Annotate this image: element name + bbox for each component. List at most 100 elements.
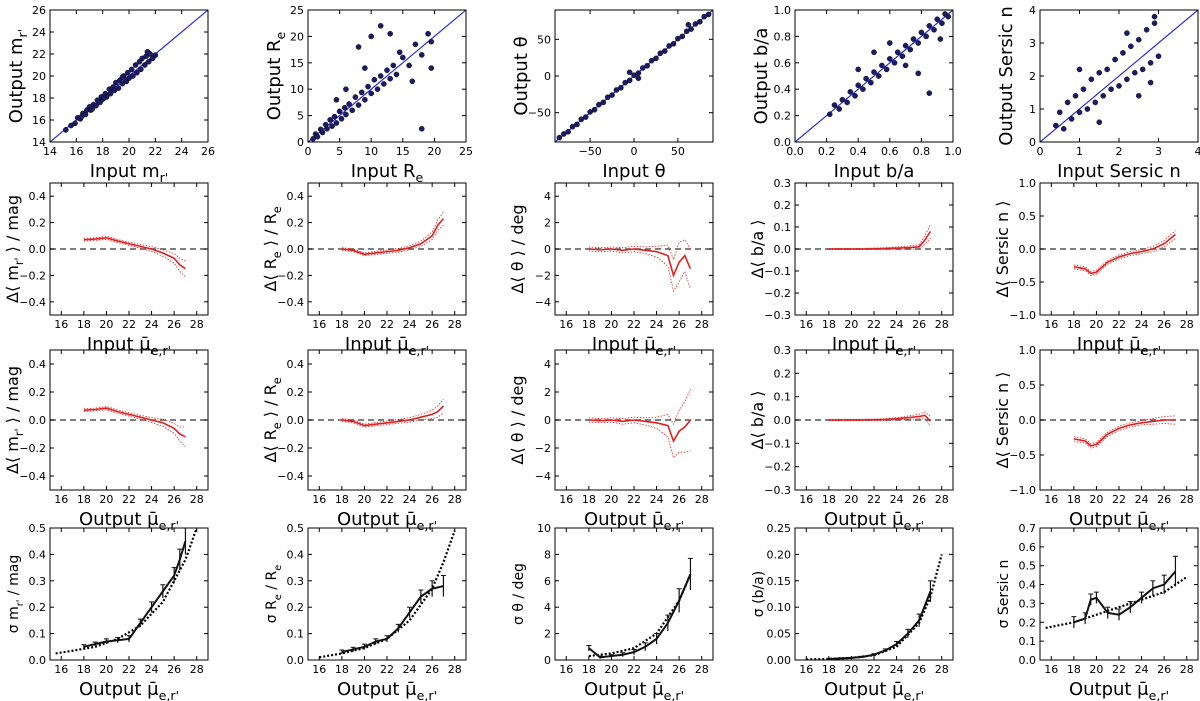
x-tick-label: 0.4: [849, 145, 867, 158]
data-point: [1143, 26, 1150, 33]
data-point: [887, 56, 893, 62]
x-tick-label: 20: [604, 663, 618, 676]
x-tick-label: 26: [672, 493, 686, 506]
y-tick-label: −0.4: [19, 470, 46, 483]
x-tick-label: 20: [357, 493, 371, 506]
plot-area: [319, 530, 456, 659]
data-point: [1147, 79, 1154, 86]
plot-area: [308, 398, 466, 428]
y-tick-label: 0.25: [767, 522, 792, 535]
y-axis-label: Δ⟨ Re ⟩ / Re: [261, 377, 284, 462]
x-tick-label: 24: [175, 145, 189, 158]
data-point: [393, 71, 400, 78]
data-point: [1151, 20, 1158, 27]
x-tick-label: 26: [167, 663, 181, 676]
x-tick-label: 16: [312, 318, 326, 331]
data-point: [852, 93, 858, 99]
panel-r3c4: 16 18 20 22 24 26 28−0.3−0.2−0.10.00.10.20.3Ou…: [748, 344, 954, 533]
y-tick-label: 0.4: [29, 548, 47, 561]
data-point: [365, 83, 371, 90]
data-point: [428, 65, 435, 71]
x-tick-label: 22: [380, 663, 394, 676]
data-point: [1124, 30, 1130, 36]
data-point: [1076, 66, 1083, 73]
x-axis-label: Input μ̄e,r': [87, 334, 171, 358]
x-tick-label: 16: [559, 318, 573, 331]
x-tick-label: 16: [799, 493, 813, 506]
lower-spread-line: [341, 224, 444, 257]
data-point: [923, 33, 929, 40]
x-tick-label: 22: [867, 663, 881, 676]
y-tick-label: −0.5: [1009, 276, 1036, 289]
data-point: [93, 102, 99, 109]
data-point: [574, 121, 580, 128]
data-point: [349, 107, 356, 114]
data-point: [648, 57, 655, 64]
y-axis-label: Output Sersic n: [996, 6, 1017, 146]
x-tick-label: 16: [1044, 318, 1058, 331]
data-point: [115, 85, 122, 91]
data-point: [319, 129, 326, 136]
x-tick-label: 0.6: [881, 145, 899, 158]
data-point: [1104, 66, 1110, 73]
x-tick-label: 10: [364, 145, 378, 158]
data-point: [661, 48, 668, 54]
x-tick-label: 24: [890, 493, 904, 506]
data-point: [836, 106, 843, 112]
x-axis-label: Input μ̄e,r': [832, 334, 916, 358]
data-point: [926, 23, 933, 29]
data-point: [1053, 122, 1059, 129]
fit-line: [55, 528, 198, 655]
upper-spread-line: [83, 235, 186, 262]
y-axis-label: Output θ: [511, 36, 532, 115]
panel-r1c1: 14 16 18 20 22 24 26 14 16 18 20 22 24 26 Input mr' Out…: [6, 4, 215, 185]
data-point: [412, 41, 419, 48]
x-tick-label: 26: [912, 318, 926, 331]
x-tick-label: 24: [403, 493, 417, 506]
x-axis-label: Input θ: [602, 161, 665, 182]
x-tick-label: 18: [335, 318, 349, 331]
y-tick-label: 0.05: [767, 628, 792, 641]
data-point: [891, 60, 898, 66]
y-tick-label: 2: [1029, 70, 1036, 83]
x-tick-label: 22: [380, 493, 394, 506]
y-tick-label: 1.0: [1019, 177, 1037, 190]
upper-spread-line: [83, 406, 186, 428]
data-point: [343, 86, 349, 92]
data-point: [141, 62, 148, 68]
y-tick-label: 1: [1029, 103, 1036, 116]
data-point: [1064, 99, 1071, 106]
y-tick-label: 0.3: [774, 344, 792, 357]
sigma-line: [341, 585, 444, 654]
data-point: [1135, 36, 1142, 43]
data-point: [387, 75, 393, 82]
y-tick-label: 4: [544, 190, 551, 203]
data-point: [362, 96, 368, 103]
x-tick-label: 18: [335, 493, 349, 506]
y-tick-label: −0.2: [277, 442, 304, 455]
x-tick-label: 28: [935, 493, 949, 506]
y-tick-label: 0.0: [287, 243, 305, 256]
data-point: [631, 72, 637, 79]
x-tick-label: 16: [799, 663, 813, 676]
x-tick-label: 16: [54, 493, 68, 506]
y-tick-label: 0.0: [774, 243, 792, 256]
x-tick-label: 28: [190, 493, 204, 506]
lower-spread-line: [1073, 238, 1176, 276]
y-tick-label: 0.2: [29, 217, 47, 230]
x-tick-label: 16: [1044, 493, 1058, 506]
x-tick-label: 0: [1037, 145, 1044, 158]
data-point: [934, 16, 941, 23]
data-point: [428, 38, 435, 45]
data-point: [915, 40, 922, 46]
y-axis-label: Output b/a: [751, 28, 772, 125]
x-tick-label: 18: [335, 663, 349, 676]
data-point: [1088, 76, 1095, 83]
data-point: [338, 115, 345, 122]
data-point: [329, 123, 335, 129]
x-tick-label: 18: [77, 663, 91, 676]
y-tick-label: 0.1: [774, 391, 792, 404]
